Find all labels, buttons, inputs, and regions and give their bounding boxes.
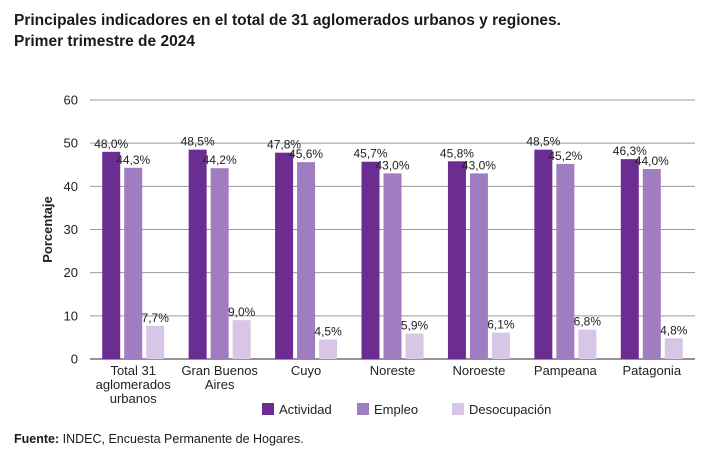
bar-empleo — [469, 173, 488, 359]
source-text: INDEC, Encuesta Permanente de Hogares. — [59, 432, 304, 446]
bar-desocupacin — [405, 333, 424, 359]
bar-empleo — [642, 169, 661, 359]
bar-empleo — [556, 163, 575, 359]
y-tick-label: 40 — [64, 179, 78, 194]
chart-title-line-2: Primer trimestre de 2024 — [14, 33, 195, 50]
chart-title: Principales indicadores en el total de 3… — [14, 10, 561, 52]
bar-desocupacin — [146, 325, 165, 359]
data-label: 6,8% — [574, 315, 602, 329]
data-label: 43,0% — [375, 158, 409, 172]
legend-swatch — [452, 403, 464, 415]
data-label: 7,7% — [142, 311, 170, 325]
y-tick-label: 30 — [64, 222, 78, 237]
x-tick-label: Aires — [205, 377, 235, 392]
data-label: 4,8% — [660, 323, 688, 337]
x-tick-label: aglomerados — [96, 377, 172, 392]
legend-swatch — [357, 403, 369, 415]
bar-actividad — [102, 151, 121, 359]
x-tick-label: Pampeana — [534, 363, 598, 378]
data-label: 48,0% — [94, 137, 128, 151]
data-label: 44,2% — [203, 153, 237, 167]
source-note: Fuente: INDEC, Encuesta Permanente de Ho… — [14, 432, 304, 446]
y-tick-label: 50 — [64, 136, 78, 151]
data-label: 4,5% — [314, 325, 342, 339]
x-tick-label: urbanos — [110, 391, 157, 406]
data-label: 6,1% — [487, 318, 515, 332]
bar-actividad — [534, 149, 553, 359]
data-label: 48,5% — [526, 135, 560, 149]
data-label: 46,3% — [613, 144, 647, 158]
bar-empleo — [210, 168, 229, 359]
legend-swatch — [262, 403, 274, 415]
legend-label: Empleo — [374, 402, 418, 417]
bar-empleo — [297, 162, 316, 359]
bar-desocupacin — [232, 320, 251, 359]
data-label: 45,8% — [440, 146, 474, 160]
x-tick-label: Cuyo — [291, 363, 321, 378]
data-label: 45,2% — [548, 149, 582, 163]
legend-label: Desocupación — [469, 402, 551, 417]
data-label: 9,0% — [228, 305, 256, 319]
data-label: 5,9% — [401, 319, 429, 333]
bar-empleo — [124, 167, 143, 359]
bar-desocupacin — [664, 338, 683, 359]
y-tick-label: 20 — [64, 265, 78, 280]
data-label: 45,6% — [289, 147, 323, 161]
source-label: Fuente: — [14, 432, 60, 446]
data-label: 44,0% — [635, 154, 669, 168]
x-tick-label: Noreste — [370, 363, 416, 378]
bar-actividad — [188, 149, 207, 359]
data-label: 43,0% — [462, 158, 496, 172]
data-label: 48,5% — [181, 135, 215, 149]
bar-actividad — [275, 152, 294, 359]
x-tick-label: Gran Buenos — [181, 363, 258, 378]
x-tick-label: Total 31 — [110, 363, 156, 378]
chart-title-line-1: Principales indicadores en el total de 3… — [14, 12, 561, 29]
y-tick-label: 0 — [71, 352, 78, 367]
data-label: 47,8% — [267, 138, 301, 152]
bar-desocupacin — [578, 329, 597, 359]
bar-desocupacin — [491, 332, 510, 359]
data-label: 45,7% — [353, 147, 387, 161]
x-tick-label: Patagonia — [623, 363, 682, 378]
y-axis-label: Porcentaje — [40, 196, 55, 262]
bar-empleo — [383, 173, 402, 359]
legend-label: Actividad — [279, 402, 332, 417]
data-label: 44,3% — [116, 153, 150, 167]
bar-desocupacin — [319, 339, 338, 359]
x-tick-label: Noroeste — [453, 363, 506, 378]
y-tick-label: 10 — [64, 308, 78, 323]
bar-actividad — [447, 161, 466, 359]
y-tick-label: 60 — [64, 93, 78, 108]
bar-actividad — [620, 159, 639, 359]
bar-actividad — [361, 161, 380, 359]
